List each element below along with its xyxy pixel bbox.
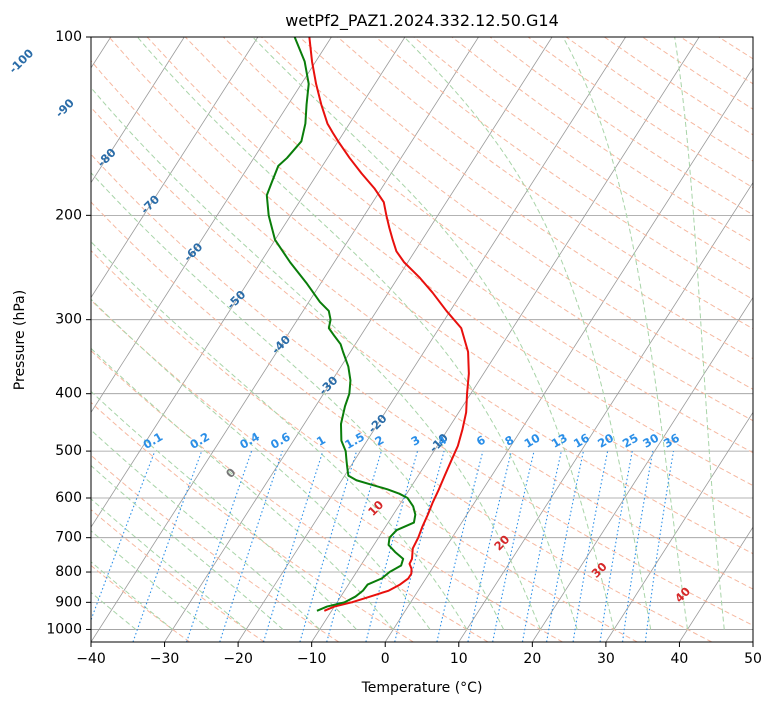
moist-adiabat-line	[91, 429, 321, 630]
x-axis-label: Temperature (°C)	[361, 680, 483, 696]
isotherm-line	[531, 296, 753, 642]
isotherm-line	[164, 37, 553, 642]
y-tick-label: 700	[55, 530, 82, 546]
dry-adiabat-line	[91, 153, 753, 626]
mixing-ratio-line	[91, 450, 156, 622]
isotherm-line	[91, 37, 406, 528]
isotherm-line	[91, 37, 185, 184]
y-tick-label: 900	[55, 594, 82, 610]
moist-adiabat-line	[91, 86, 541, 630]
y-tick-label: 400	[55, 386, 82, 402]
mixing-ratio-line	[326, 450, 382, 642]
mixing-ratio-line	[467, 450, 512, 642]
dry-adiabat-line	[299, 37, 753, 360]
moist-adiabat-line	[91, 390, 357, 630]
moist-adiabat-line	[91, 498, 247, 630]
mixing-ratio-label: 13	[549, 431, 570, 451]
y-tick-label: 800	[55, 564, 82, 580]
mixing-ratio-line	[644, 451, 675, 642]
isotherm-line	[605, 411, 753, 642]
isotherm-line	[384, 67, 753, 642]
x-tick-label: −30	[150, 651, 180, 667]
moist-adiabat-line	[91, 298, 431, 630]
moist-adiabat-line	[674, 37, 725, 630]
x-tick-label: 40	[671, 651, 689, 667]
mixing-ratio-label: 25	[620, 431, 641, 451]
axes: −40 −30 −20 −10 0 10 20 30 40 50 100 200 300 400 500 60…	[46, 29, 762, 667]
mixing-ratio-line	[365, 450, 419, 642]
dry-adiabat-line	[91, 106, 753, 590]
mixing-ratio-line	[436, 450, 484, 642]
y-axis-label: Pressure (hPa)	[12, 290, 28, 390]
x-tick-label: −10	[297, 651, 327, 667]
mixing-ratio-label: 10	[522, 431, 543, 451]
y-tick-label: 600	[55, 490, 82, 506]
dry-adiabat-line	[91, 60, 753, 555]
moist-adiabat-line	[91, 347, 394, 630]
moist-adiabat-line	[403, 37, 652, 630]
mixing-ratio-line	[394, 450, 445, 642]
mixing-ratio-line	[219, 450, 283, 642]
y-tick-label: 500	[55, 443, 82, 459]
dry-adiabat-line	[91, 299, 563, 642]
mixing-ratio-line	[299, 450, 358, 642]
moist-adiabat-line	[91, 561, 173, 630]
y-tick-label: 1000	[46, 621, 82, 637]
mixing-ratio-line	[262, 450, 324, 642]
y-tick-label: 100	[55, 29, 82, 45]
plot-frame	[90, 36, 754, 643]
dry-adiabat-line	[91, 509, 265, 642]
y-tick-label: 200	[55, 207, 82, 223]
dewpoint-trace	[265, 37, 417, 612]
dry-adiabat-line	[108, 37, 753, 520]
dry-adiabat-line	[91, 201, 713, 642]
x-tick-label: 10	[450, 651, 468, 667]
dry-adiabat-line	[184, 37, 753, 454]
mixing-ratio-line	[132, 450, 203, 642]
dry-adiabat-line	[337, 37, 753, 330]
isotherm-line	[458, 181, 753, 642]
mixing-ratio-label: 36	[661, 431, 682, 451]
dry-adiabat-line	[91, 350, 489, 642]
isotherm-line	[237, 37, 626, 642]
x-tick-label: −40	[76, 651, 106, 667]
moist-adiabat-line	[252, 37, 615, 630]
moist-adiabat-line	[562, 37, 688, 630]
y-tick-label: 300	[55, 312, 82, 328]
chart-title: wetPf2_PAZ1.2024.332.12.50.G14	[285, 11, 559, 31]
moist-adiabat-line	[136, 37, 578, 630]
dry-adiabat-line	[375, 37, 753, 300]
mixing-ratio-line	[622, 451, 654, 642]
isotherm-line	[679, 526, 753, 642]
plot-area	[91, 37, 753, 642]
mixing-ratio-label: 16	[571, 431, 592, 451]
moist-adiabat-line	[91, 530, 210, 630]
dry-adiabat-line	[91, 454, 340, 642]
x-tick-label: 0	[381, 651, 390, 667]
x-tick-label: 50	[744, 651, 762, 667]
isotherm-line	[91, 37, 259, 299]
temperature-trace	[308, 37, 470, 612]
mixing-ratio-line	[186, 450, 253, 642]
x-tick-label: 20	[523, 651, 541, 667]
x-tick-label: 30	[597, 651, 615, 667]
isotherm-line	[91, 37, 332, 414]
mixing-ratio-label: 20	[595, 431, 616, 451]
mixing-ratio-label: 30	[640, 431, 661, 451]
isotherm-line	[91, 37, 479, 642]
moist-adiabat-line	[91, 241, 468, 630]
x-tick-label: −20	[223, 651, 253, 667]
isotherm-line	[311, 37, 700, 642]
